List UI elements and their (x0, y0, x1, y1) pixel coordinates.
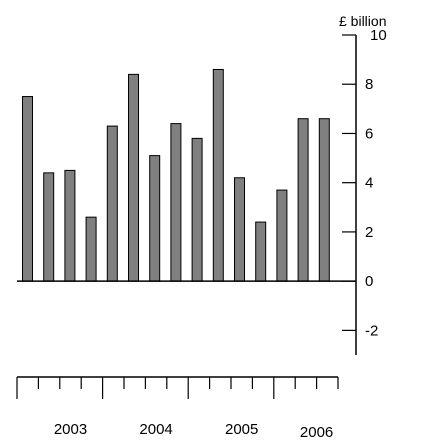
bar (106, 125, 118, 282)
y-tick-label: 6 (365, 125, 373, 142)
x-year-label: 2003 (54, 421, 87, 438)
y-tick-label: 8 (365, 76, 373, 93)
bar (85, 216, 97, 282)
bar (234, 177, 245, 282)
year-labels-layer: 2003 2004 2005 2006 (54, 421, 333, 441)
x-year-label: 2005 (225, 421, 258, 438)
bar (255, 221, 267, 282)
y-tick-label: 10 (370, 27, 387, 44)
y-tick-label: 0 (365, 273, 373, 290)
bar (128, 73, 139, 282)
bar (318, 118, 330, 282)
bar (297, 118, 309, 282)
y-tick-label: 4 (365, 175, 373, 192)
bar (170, 123, 182, 282)
y-ticks-layer: -2 0 2 4 6 8 10 (342, 27, 387, 339)
bars-layer (22, 68, 330, 282)
x-year-label: 2006 (300, 424, 333, 441)
x-year-label: 2004 (139, 421, 172, 438)
bar (212, 68, 224, 282)
x-axis-layer (16, 376, 339, 399)
bar (191, 137, 203, 282)
bar (43, 172, 55, 282)
bar (276, 189, 288, 282)
bar (22, 96, 33, 282)
bar (149, 155, 161, 282)
y-tick-label: -2 (365, 322, 378, 339)
y-tick-label: 2 (365, 224, 373, 241)
y-unit-label: £ billion (339, 13, 386, 29)
bar (64, 169, 76, 282)
